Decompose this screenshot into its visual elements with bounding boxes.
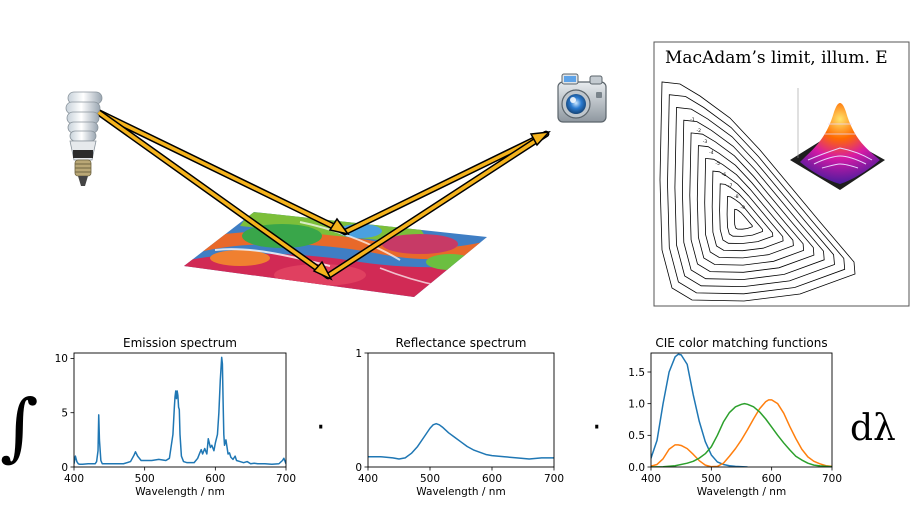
- chart-frame: [73, 352, 287, 468]
- macadam-contour-line: [734, 208, 753, 230]
- macadam-contour-line: [659, 81, 856, 302]
- multiplication-dot-1: ·: [316, 410, 326, 445]
- x-axis-label: Wavelength / nm: [697, 486, 786, 498]
- macadam-contour-label: -6: [722, 172, 727, 178]
- x-tick-label: 500: [701, 473, 721, 485]
- macadam-contour-line: [689, 132, 815, 273]
- macadam-contour-label: -3: [703, 139, 708, 145]
- light-rays: [94, 108, 551, 281]
- chart-series-line: [651, 399, 832, 467]
- y-tick-label: 0.0: [628, 462, 645, 474]
- macadam-contour-label: -5: [715, 161, 720, 167]
- y-tick-label: 0.5: [628, 430, 645, 442]
- multiplication-dot-2: ·: [592, 410, 602, 445]
- chart-frame: [367, 352, 555, 468]
- chart-series-line: [651, 353, 748, 467]
- d-lambda-symbol: dλ: [850, 408, 896, 449]
- macadam-contour-line: [696, 145, 805, 266]
- chart-2: 400 500 600 700 0 1 Reflectance spectrum Wavele…: [355, 336, 564, 498]
- x-axis-label: Wavelength / nm: [416, 486, 505, 498]
- macadam-limit-panel: MacAdam’s limit, illum. E -1-2-3-4-5-6-7…: [653, 41, 910, 307]
- textured-fabric-surface: [184, 212, 487, 297]
- macadam-3d-peak-plot: [790, 88, 885, 190]
- x-tick-label: 500: [420, 473, 440, 485]
- macadam-contour-line: [719, 183, 774, 244]
- x-tick-label: 600: [205, 473, 225, 485]
- x-tick-label: 600: [482, 473, 502, 485]
- chart-title: Reflectance spectrum: [396, 336, 527, 350]
- y-tick-label: 10: [55, 353, 68, 365]
- macadam-contour-line: [704, 157, 794, 259]
- chart-series-line: [368, 422, 554, 460]
- macadam-contours: -1-2-3-4-5-6-7-8-9: [659, 81, 856, 302]
- x-tick-label: 400: [641, 473, 661, 485]
- y-tick-label: 5: [61, 408, 68, 420]
- x-tick-label: 700: [276, 473, 296, 485]
- macadam-contour-line: [667, 94, 846, 295]
- macadam-title: MacAdam’s limit, illum. E: [665, 48, 888, 68]
- x-tick-label: 700: [544, 473, 564, 485]
- y-tick-label: 1.5: [628, 367, 645, 379]
- chart-title: CIE color matching functions: [655, 336, 827, 350]
- macadam-contour-line: [674, 107, 835, 288]
- x-tick-label: 400: [64, 473, 84, 485]
- x-axis-label: Wavelength / nm: [135, 486, 224, 498]
- macadam-contour-label: -1: [690, 117, 695, 123]
- chart-series-line: [74, 356, 286, 466]
- chart-1: 400 500 600 700 0 5 10 Emission spectrum Wavelen…: [55, 336, 296, 498]
- x-tick-label: 700: [822, 473, 842, 485]
- chart-series-line: [651, 402, 832, 467]
- macadam-contour-label: -2: [697, 128, 702, 134]
- integral-symbol: ∫: [0, 384, 39, 470]
- macadam-contour-label: -8: [734, 194, 739, 200]
- x-tick-label: 600: [762, 473, 782, 485]
- macadam-contour-label: -7: [728, 183, 733, 189]
- chart-frame: [650, 352, 833, 468]
- macadam-contour-line: [681, 119, 825, 280]
- x-tick-label: 500: [135, 473, 155, 485]
- macadam-contour-line: [726, 196, 763, 237]
- chart-3: 400 500 600 700 0.0 0.5 1.0 1.5 CIE color matchi…: [628, 336, 842, 498]
- macadam-contour-label: -9: [741, 205, 746, 211]
- y-tick-label: 1: [355, 348, 362, 360]
- y-tick-label: 0: [355, 462, 362, 474]
- macadam-contour-line: [711, 170, 784, 252]
- y-tick-label: 1.0: [628, 398, 645, 410]
- y-tick-label: 0: [61, 462, 68, 474]
- macadam-contour-label: -4: [709, 150, 714, 156]
- x-tick-label: 400: [358, 473, 378, 485]
- camera-icon: [557, 73, 607, 123]
- chart-title: Emission spectrum: [123, 336, 237, 350]
- cfl-bulb-icon: [65, 91, 103, 186]
